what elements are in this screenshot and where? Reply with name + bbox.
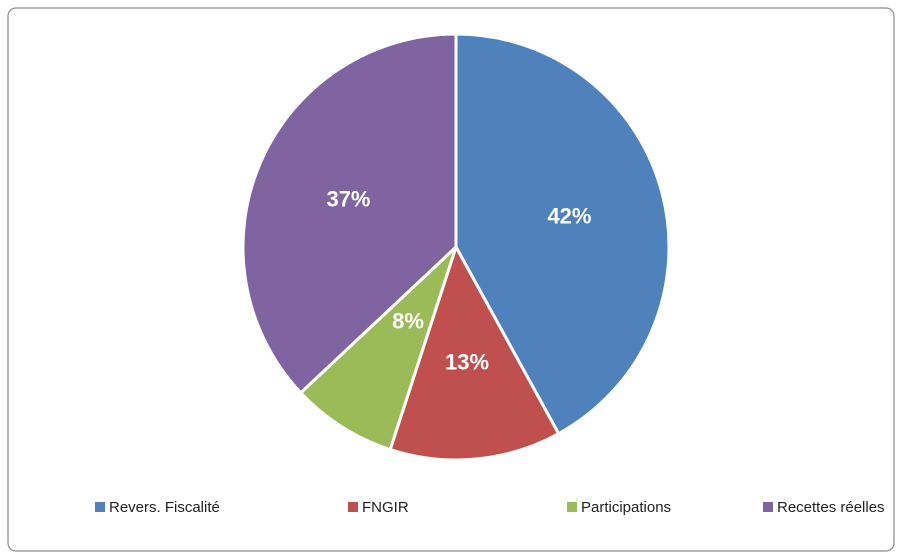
data-label: 8% [392,308,424,333]
legend-swatch [348,502,358,512]
legend-label: FNGIR [362,499,409,516]
legend-label: Recettes réelles [777,499,885,516]
legend-label: Participations [581,499,671,516]
pie-slice [388,243,561,462]
data-label: 42% [547,204,591,229]
legend-swatch [95,502,105,512]
pie-slice [241,32,458,395]
pie-slice [298,245,458,452]
legend-swatch [763,502,773,512]
data-label: 13% [445,349,489,374]
data-label: 37% [326,186,370,211]
pie-slice [454,32,671,436]
legend-label: Revers. Fiscalité [109,499,220,516]
legend-swatch [567,502,577,512]
